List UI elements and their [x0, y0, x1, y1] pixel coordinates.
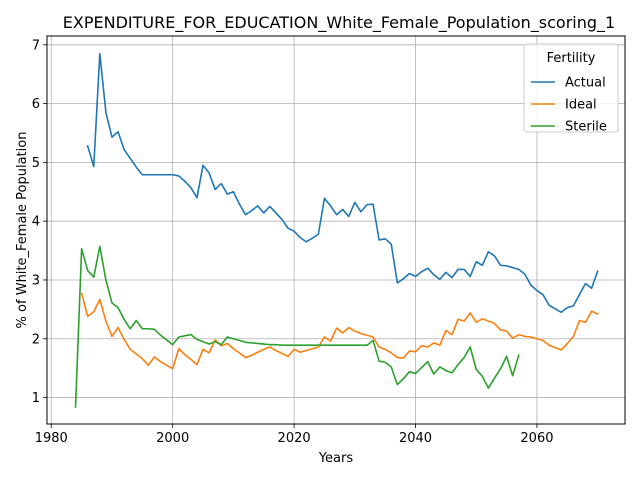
- x-axis-label: Years: [318, 451, 354, 466]
- x-tick-label: 2000: [156, 431, 189, 446]
- y-tick-label: 2: [32, 332, 40, 347]
- legend: Fertility Actual Ideal Sterile: [523, 43, 619, 135]
- y-tick-label: 4: [32, 215, 40, 230]
- series-line-actual: [86, 52, 599, 314]
- y-tick-label: 5: [32, 156, 40, 171]
- legend-entries: Actual Ideal Sterile: [531, 76, 607, 135]
- series-lines: [74, 52, 599, 408]
- x-tick-label: 2040: [399, 431, 432, 446]
- chart-title: EXPENDITURE_FOR_EDUCATION_White_Female_P…: [63, 13, 615, 33]
- y-tick-label: 3: [32, 273, 40, 288]
- legend-label-sterile: Sterile: [565, 120, 607, 135]
- y-tick-label: 1: [32, 391, 40, 406]
- x-tick-label: 1980: [35, 431, 68, 446]
- y-axis-label: % of White_Female Population: [15, 132, 30, 329]
- y-tick-label: 7: [32, 38, 40, 53]
- x-axis: 1980 2000 2020 2040 2060: [35, 424, 554, 446]
- y-tick-label: 6: [32, 97, 40, 112]
- plot-frame: [46, 35, 626, 425]
- x-tick-label: 2060: [520, 431, 553, 446]
- legend-label-ideal: Ideal: [565, 98, 597, 113]
- legend-box: [523, 43, 619, 133]
- legend-label-actual: Actual: [565, 76, 606, 91]
- y-axis: 1 2 3 4 5 6 7: [32, 38, 47, 406]
- series-line-ideal: [80, 292, 599, 370]
- series-line-sterile: [74, 245, 520, 408]
- legend-title: Fertility: [547, 51, 596, 66]
- x-tick-label: 2020: [278, 431, 311, 446]
